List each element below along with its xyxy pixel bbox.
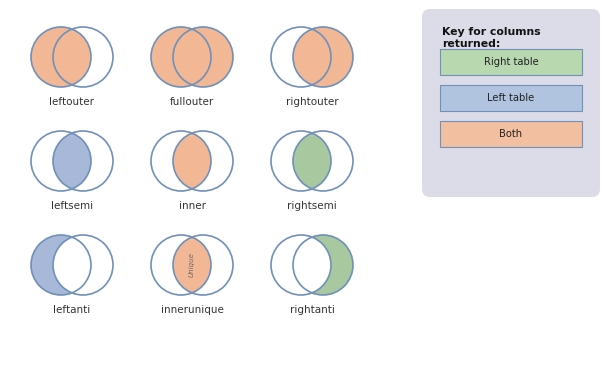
Text: rightsemi: rightsemi — [287, 201, 337, 211]
Polygon shape — [293, 237, 331, 293]
Text: Right table: Right table — [483, 57, 538, 67]
Text: rightanti: rightanti — [289, 305, 334, 315]
Circle shape — [53, 27, 113, 87]
Text: Key for columns
returned:: Key for columns returned: — [442, 27, 541, 49]
Circle shape — [271, 27, 331, 87]
Text: Both: Both — [499, 129, 522, 139]
Circle shape — [271, 131, 331, 191]
FancyBboxPatch shape — [422, 9, 600, 197]
Text: Left table: Left table — [488, 93, 534, 103]
Circle shape — [293, 131, 353, 191]
Polygon shape — [293, 133, 331, 189]
Circle shape — [293, 235, 353, 295]
FancyBboxPatch shape — [440, 85, 582, 111]
Text: innerunique: innerunique — [161, 305, 223, 315]
Text: leftanti: leftanti — [54, 305, 91, 315]
Text: leftouter: leftouter — [49, 97, 94, 107]
Polygon shape — [53, 133, 91, 189]
Circle shape — [271, 235, 331, 295]
Circle shape — [151, 235, 211, 295]
Text: inner: inner — [179, 201, 206, 211]
Circle shape — [173, 235, 233, 295]
Text: leftsemi: leftsemi — [51, 201, 93, 211]
Circle shape — [53, 131, 113, 191]
Polygon shape — [173, 29, 211, 85]
Circle shape — [31, 27, 91, 87]
Circle shape — [53, 235, 113, 295]
FancyBboxPatch shape — [440, 49, 582, 75]
Circle shape — [151, 131, 211, 191]
Polygon shape — [173, 237, 211, 293]
Polygon shape — [53, 237, 91, 293]
Polygon shape — [53, 29, 91, 85]
Circle shape — [31, 131, 91, 191]
Polygon shape — [173, 133, 211, 189]
Circle shape — [173, 27, 233, 87]
Text: fullouter: fullouter — [170, 97, 214, 107]
FancyBboxPatch shape — [440, 121, 582, 147]
Circle shape — [293, 27, 353, 87]
Polygon shape — [293, 29, 331, 85]
Text: Unique: Unique — [189, 252, 195, 277]
Text: rightouter: rightouter — [286, 97, 338, 107]
Circle shape — [173, 131, 233, 191]
Circle shape — [31, 235, 91, 295]
Circle shape — [151, 27, 211, 87]
